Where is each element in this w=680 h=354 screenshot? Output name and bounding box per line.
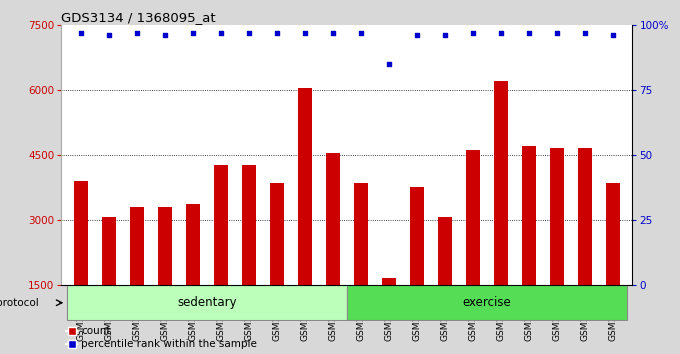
- Bar: [606, 183, 619, 349]
- Point: [75, 30, 86, 35]
- Point: [327, 30, 338, 35]
- Bar: [347, 285, 627, 320]
- Point: [299, 30, 310, 35]
- Bar: [522, 146, 536, 349]
- Bar: [494, 81, 508, 349]
- Legend: count, percentile rank within the sample: count, percentile rank within the sample: [67, 326, 257, 349]
- Text: exercise: exercise: [462, 296, 511, 309]
- Point: [439, 32, 450, 38]
- Bar: [242, 166, 256, 349]
- Point: [271, 30, 282, 35]
- Bar: [186, 205, 200, 349]
- Bar: [438, 217, 452, 349]
- Point: [551, 30, 562, 35]
- Point: [607, 32, 618, 38]
- Point: [356, 30, 367, 35]
- Bar: [326, 153, 340, 349]
- Point: [579, 30, 590, 35]
- Point: [411, 32, 422, 38]
- Bar: [466, 150, 480, 349]
- Bar: [381, 278, 396, 349]
- Point: [188, 30, 199, 35]
- Bar: [410, 187, 424, 349]
- Text: sedentary: sedentary: [177, 296, 237, 309]
- Point: [524, 30, 534, 35]
- Point: [467, 30, 478, 35]
- Point: [243, 30, 254, 35]
- Point: [495, 30, 506, 35]
- Bar: [578, 148, 592, 349]
- Bar: [550, 148, 564, 349]
- Point: [216, 30, 226, 35]
- Bar: [102, 217, 116, 349]
- Bar: [158, 207, 172, 349]
- Point: [131, 30, 142, 35]
- Point: [384, 61, 394, 67]
- Bar: [67, 285, 347, 320]
- Bar: [298, 87, 312, 349]
- Bar: [214, 166, 228, 349]
- Text: GDS3134 / 1368095_at: GDS3134 / 1368095_at: [61, 11, 216, 24]
- Text: protocol: protocol: [0, 298, 39, 308]
- Bar: [130, 207, 143, 349]
- Bar: [354, 183, 368, 349]
- Point: [159, 32, 170, 38]
- Bar: [270, 183, 284, 349]
- Bar: [74, 181, 88, 349]
- Point: [103, 32, 114, 38]
